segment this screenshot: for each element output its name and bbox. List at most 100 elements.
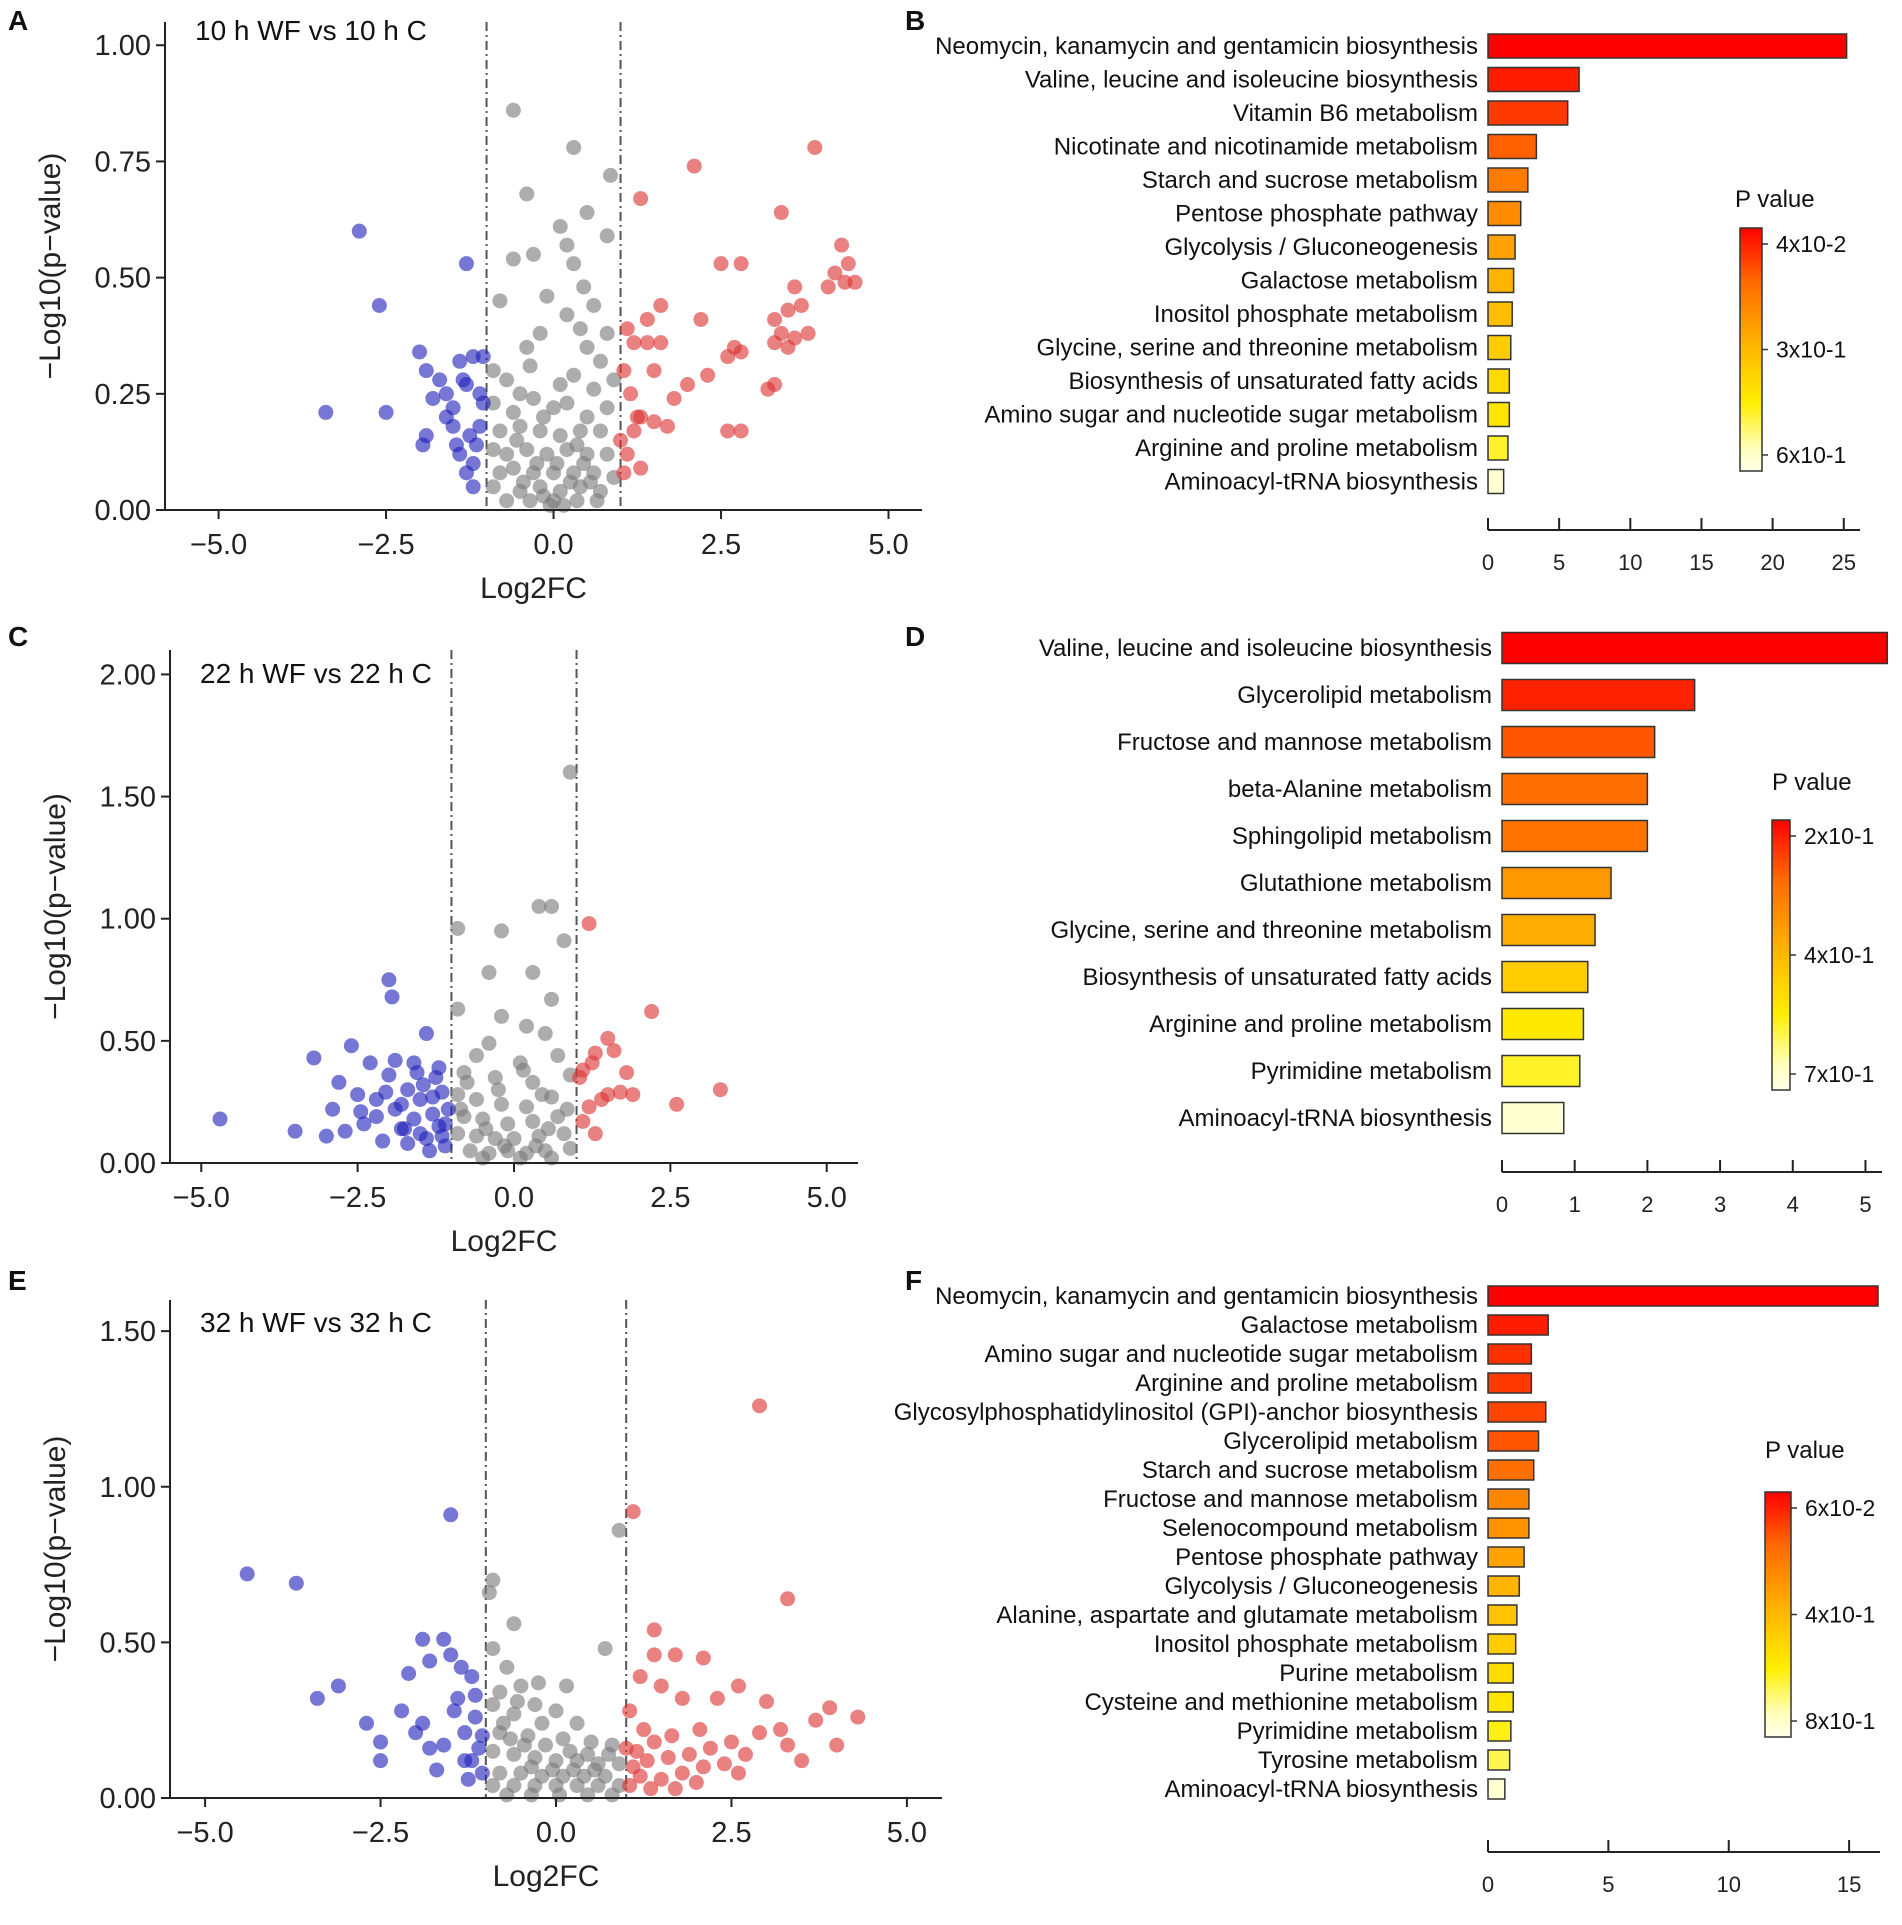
ns-point <box>537 1026 553 1042</box>
pathway-bar <box>1487 1720 1512 1742</box>
down-regulated-point <box>422 1653 438 1669</box>
up-regulated-point <box>794 1753 810 1769</box>
x-tick-label: 0.0 <box>536 1817 576 1849</box>
down-regulated-point <box>438 386 454 402</box>
ns-point <box>509 1694 525 1710</box>
down-regulated-point <box>393 1096 409 1112</box>
ns-point <box>450 920 466 936</box>
up-regulated-point <box>800 325 816 341</box>
up-regulated-point <box>730 1765 746 1781</box>
ns-point <box>599 228 615 244</box>
up-regulated-point <box>822 1700 838 1716</box>
ns-point <box>499 1787 515 1803</box>
down-regulated-point <box>415 1631 431 1647</box>
down-regulated-point <box>472 418 488 434</box>
ns-point <box>506 1746 522 1762</box>
up-regulated-point <box>793 298 809 314</box>
ns-point <box>505 460 521 476</box>
y-tick-label: 1.00 <box>100 1472 156 1504</box>
up-regulated-point <box>646 1647 662 1663</box>
up-regulated-point <box>644 1004 660 1020</box>
ns-point <box>566 1762 582 1778</box>
ns-point <box>559 395 575 411</box>
ns-point <box>485 363 501 379</box>
pathway-bar <box>1487 33 1848 59</box>
up-regulated-point <box>612 1084 628 1100</box>
up-regulated-point <box>646 363 662 379</box>
pathway-label: Aminoacyl-tRNA biosynthesis <box>1165 1776 1478 1803</box>
down-regulated-point <box>373 1753 389 1769</box>
pathway-label: Vitamin B6 metabolism <box>1233 100 1478 127</box>
ns-point <box>544 1762 560 1778</box>
y-tick-label: 0.50 <box>95 263 151 295</box>
ns-point <box>502 1731 518 1747</box>
legend-tick-label: 4x10-1 <box>1805 1602 1875 1628</box>
down-regulated-point <box>351 223 367 239</box>
y-axis-title: −Log10(p−value) <box>34 153 67 380</box>
up-regulated-point <box>587 1126 603 1142</box>
pathway-label: beta-Alanine metabolism <box>1228 776 1492 803</box>
ns-point <box>493 1096 509 1112</box>
ns-point <box>459 1074 475 1090</box>
pathway-bar <box>1487 1575 1521 1597</box>
ns-point <box>519 1018 535 1034</box>
legend-title: P value <box>1735 186 1815 213</box>
up-regulated-point <box>646 1734 662 1750</box>
ns-point <box>499 446 515 462</box>
up-regulated-point <box>626 335 642 351</box>
ns-point <box>601 1746 617 1762</box>
pathway-label: Fructose and mannose metabolism <box>1117 729 1492 756</box>
down-regulated-point <box>412 344 428 360</box>
down-regulated-point <box>474 1728 490 1744</box>
ns-point <box>506 1616 522 1632</box>
ns-point <box>562 474 578 490</box>
pathway-label: Galactose metabolism <box>1241 268 1478 295</box>
ns-point <box>546 400 562 416</box>
x-tick-label: 4 <box>1787 1192 1799 1217</box>
down-regulated-point <box>394 1703 410 1719</box>
y-tick-label: 1.00 <box>100 904 156 936</box>
ns-point <box>539 288 555 304</box>
pathway-bar <box>1487 1517 1530 1539</box>
up-regulated-point <box>716 1756 732 1772</box>
down-regulated-point <box>458 465 474 481</box>
up-regulated-point <box>733 256 749 272</box>
ns-point <box>569 1778 585 1794</box>
down-regulated-point <box>353 1104 369 1120</box>
ns-point <box>556 933 572 949</box>
down-regulated-point <box>350 1087 366 1103</box>
up-regulated-point <box>616 465 632 481</box>
ns-point <box>597 1641 613 1657</box>
down-regulated-point <box>452 353 468 369</box>
down-regulated-point <box>415 437 431 453</box>
pathway-bar <box>1487 167 1529 193</box>
down-regulated-point <box>415 1715 431 1731</box>
up-regulated-point <box>660 1750 676 1766</box>
ns-point <box>450 1126 466 1142</box>
up-regulated-point <box>807 139 823 155</box>
down-regulated-point <box>475 349 491 365</box>
y-tick-label: 0.50 <box>100 1627 156 1659</box>
up-regulated-point <box>632 1768 648 1784</box>
ns-point <box>485 1572 501 1588</box>
ns-point <box>602 167 618 183</box>
up-regulated-point <box>643 1781 659 1797</box>
up-regulated-point <box>639 1753 655 1769</box>
x-tick-label: 2 <box>1641 1192 1653 1217</box>
ns-point <box>485 479 501 495</box>
pathway-bar <box>1487 1546 1525 1568</box>
down-regulated-point <box>445 400 461 416</box>
down-regulated-point <box>443 1647 459 1663</box>
pathway-bar <box>1487 1343 1533 1365</box>
ns-point <box>569 493 585 509</box>
ns-point <box>525 964 541 980</box>
pathway-label: Purine metabolism <box>1279 1660 1478 1687</box>
x-tick-label: 2.5 <box>701 529 741 561</box>
down-regulated-point <box>306 1050 322 1066</box>
up-regulated-point <box>767 335 783 351</box>
down-regulated-point <box>337 1123 353 1139</box>
down-regulated-point <box>381 972 397 988</box>
down-regulated-point <box>412 1091 428 1107</box>
up-regulated-point <box>629 409 645 425</box>
ns-point <box>562 1743 578 1759</box>
